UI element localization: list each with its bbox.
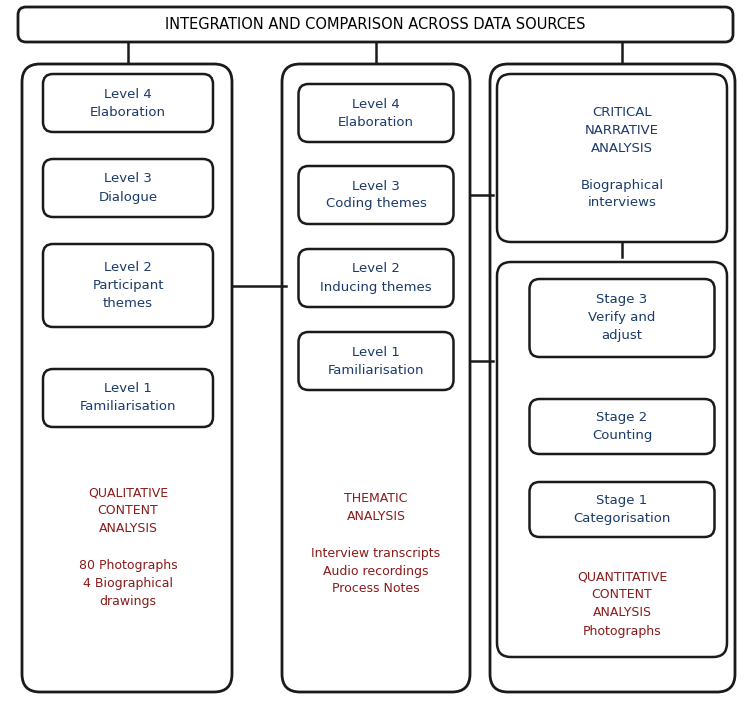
Text: Stage 3
Verify and
adjust: Stage 3 Verify and adjust	[588, 293, 656, 342]
Text: Stage 1
Categorisation: Stage 1 Categorisation	[573, 494, 671, 525]
FancyBboxPatch shape	[490, 64, 735, 692]
FancyBboxPatch shape	[298, 332, 454, 390]
FancyBboxPatch shape	[282, 64, 470, 692]
FancyBboxPatch shape	[43, 244, 213, 327]
Text: Level 1
Familiarisation: Level 1 Familiarisation	[80, 382, 176, 414]
FancyBboxPatch shape	[43, 159, 213, 217]
Text: Level 3
Dialogue: Level 3 Dialogue	[98, 172, 158, 204]
FancyBboxPatch shape	[298, 249, 454, 307]
FancyBboxPatch shape	[22, 64, 232, 692]
Text: QUANTITATIVE
CONTENT
ANALYSIS
Photographs: QUANTITATIVE CONTENT ANALYSIS Photograph…	[577, 570, 667, 637]
Text: THEMATIC
ANALYSIS

Interview transcripts
Audio recordings
Process Notes: THEMATIC ANALYSIS Interview transcripts …	[312, 493, 441, 595]
Text: Level 3
Coding themes: Level 3 Coding themes	[326, 179, 427, 211]
Text: Stage 2
Counting: Stage 2 Counting	[592, 411, 652, 442]
FancyBboxPatch shape	[298, 84, 454, 142]
FancyBboxPatch shape	[529, 399, 714, 454]
Text: Level 4
Elaboration: Level 4 Elaboration	[90, 88, 166, 118]
FancyBboxPatch shape	[529, 279, 714, 357]
Text: QUALITATIVE
CONTENT
ANALYSIS

80 Photographs
4 Biographical
drawings: QUALITATIVE CONTENT ANALYSIS 80 Photogra…	[79, 486, 177, 607]
FancyBboxPatch shape	[497, 74, 727, 242]
FancyBboxPatch shape	[298, 166, 454, 224]
Text: INTEGRATION AND COMPARISON ACROSS DATA SOURCES: INTEGRATION AND COMPARISON ACROSS DATA S…	[165, 17, 586, 32]
Text: Level 2
Inducing themes: Level 2 Inducing themes	[320, 263, 432, 293]
FancyBboxPatch shape	[43, 369, 213, 427]
Text: Level 2
Participant
themes: Level 2 Participant themes	[92, 261, 164, 310]
Text: CRITICAL
NARRATIVE
ANALYSIS

Biographical
interviews: CRITICAL NARRATIVE ANALYSIS Biographical…	[581, 107, 664, 209]
FancyBboxPatch shape	[18, 7, 733, 42]
FancyBboxPatch shape	[529, 482, 714, 537]
Text: Level 4
Elaboration: Level 4 Elaboration	[338, 98, 414, 128]
Text: Level 1
Familiarisation: Level 1 Familiarisation	[327, 345, 424, 377]
FancyBboxPatch shape	[43, 74, 213, 132]
FancyBboxPatch shape	[497, 262, 727, 657]
